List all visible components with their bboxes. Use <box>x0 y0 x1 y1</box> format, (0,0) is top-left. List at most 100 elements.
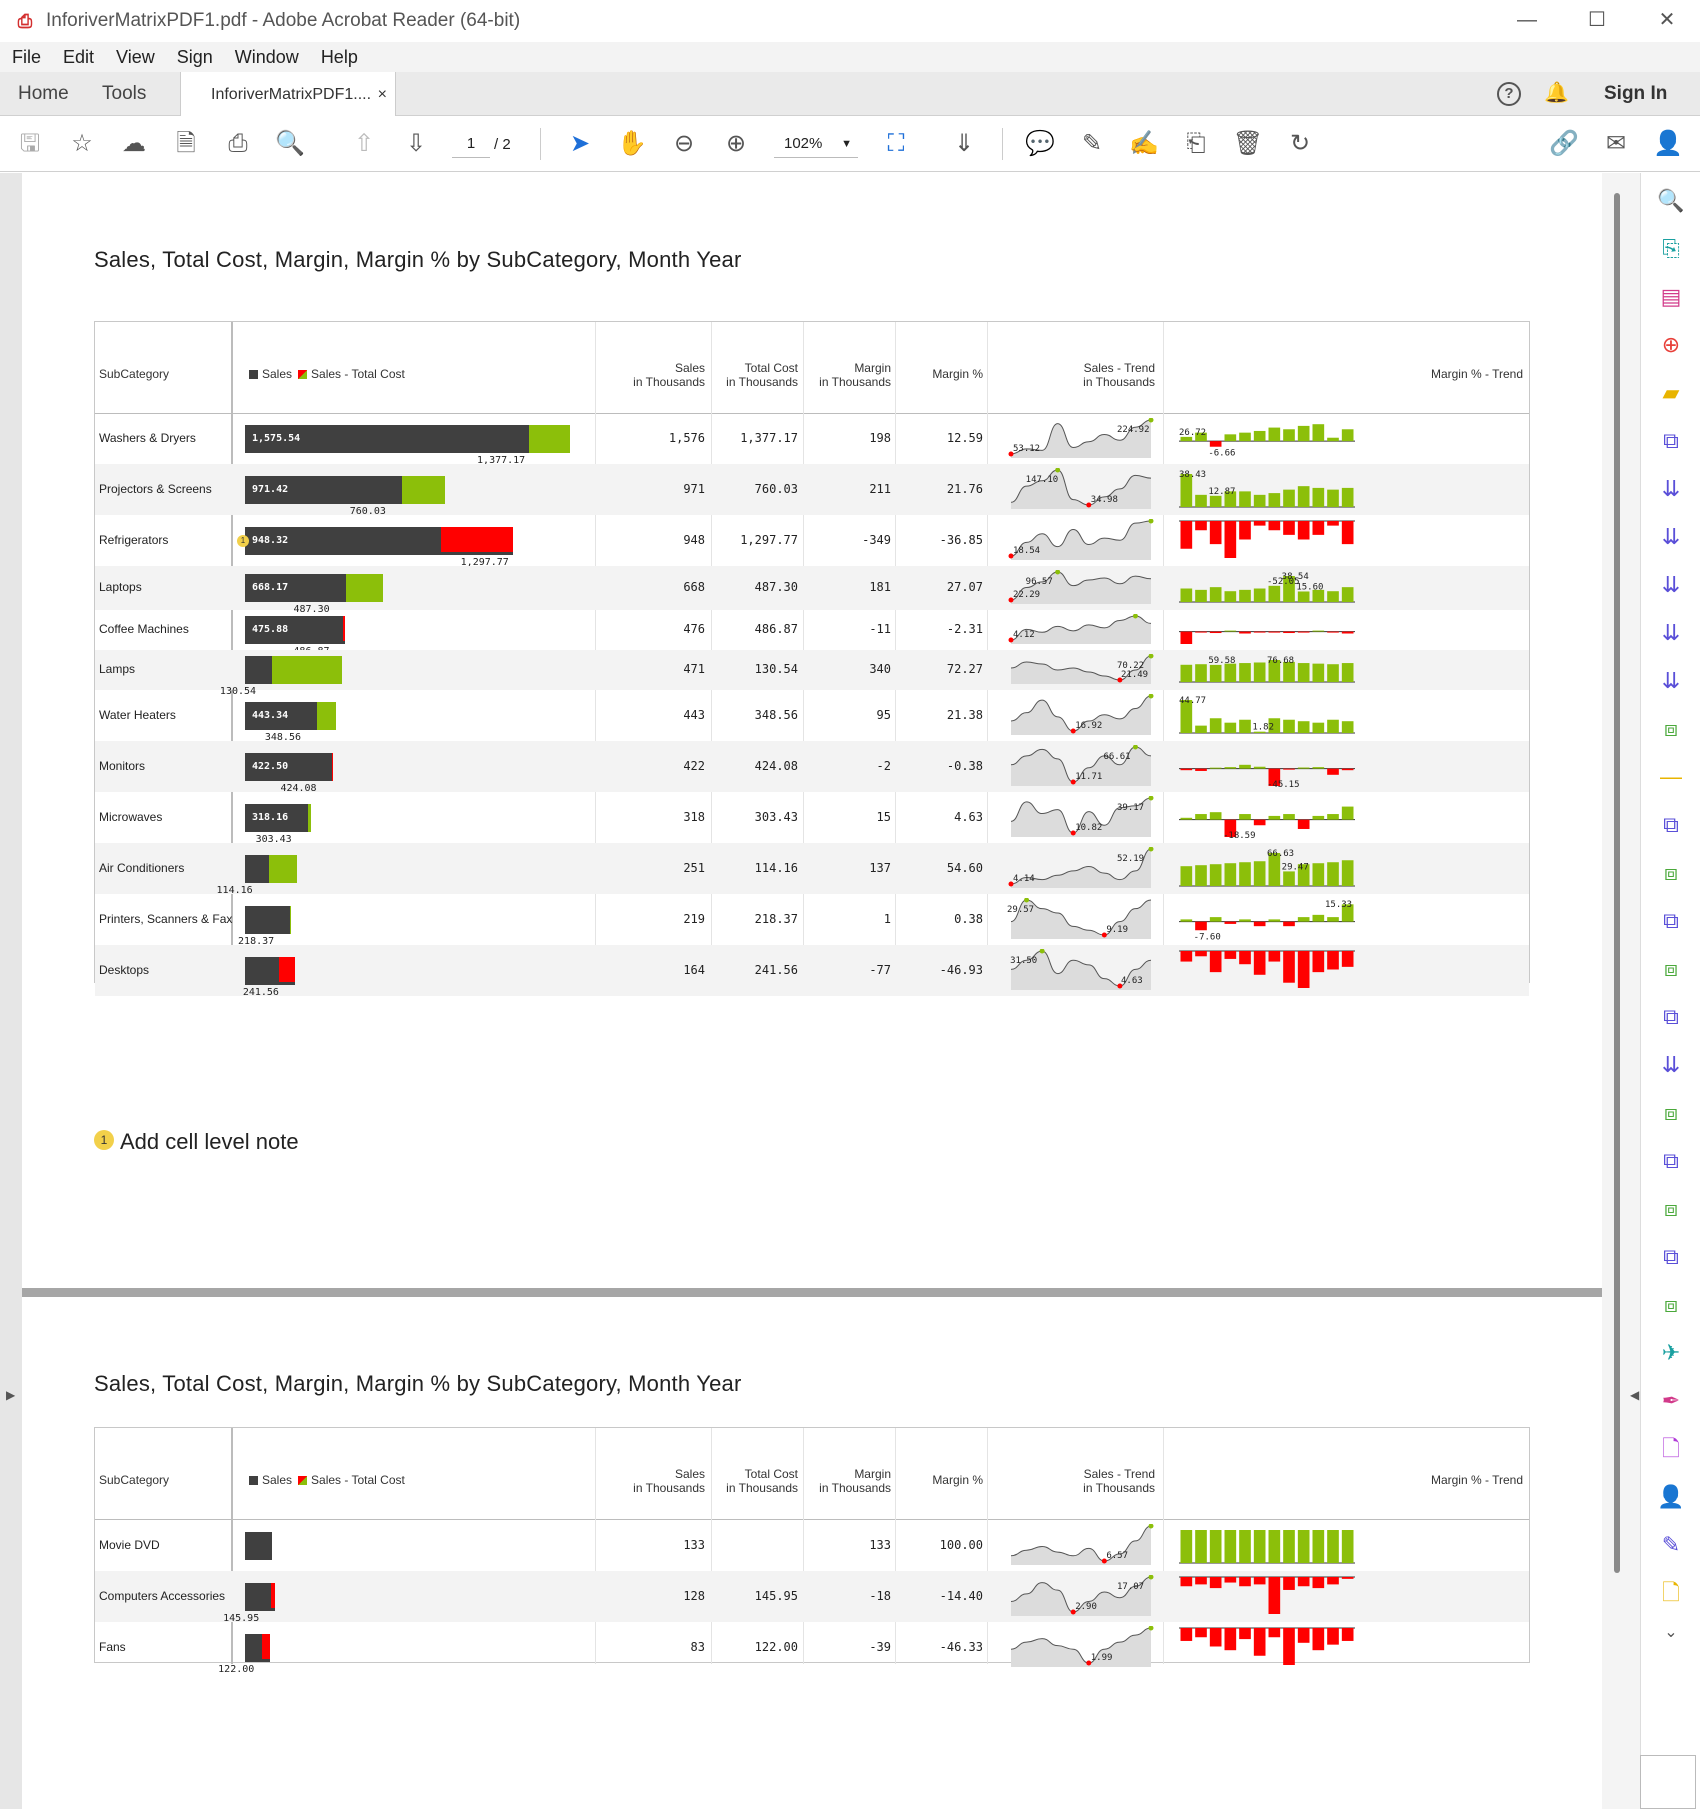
header-margin-line2: in Thousands <box>819 375 891 389</box>
send-for-review-icon[interactable]: ✈ <box>1661 1340 1681 1365</box>
export-pdf-icon[interactable]: ⎘ <box>1662 236 1680 261</box>
header-sales: Sales in Thousands <box>633 1467 705 1495</box>
scrollbar-thumb[interactable] <box>1614 193 1620 1573</box>
margin-trend-bar <box>1209 441 1222 447</box>
scroll-mode-icon[interactable]: ⇓ <box>953 130 975 157</box>
highlight-icon[interactable]: ✎ <box>1081 130 1103 157</box>
total-cost-label: 122.00 <box>218 1663 255 1675</box>
edit-pdf-icon[interactable]: ⧈ <box>1664 1100 1678 1125</box>
margin-value: -39 <box>869 1639 891 1654</box>
total-cost-label: 487.30 <box>293 604 330 615</box>
combine-files-icon[interactable]: ⧉ <box>1663 1148 1679 1173</box>
fit-page-icon[interactable]: ⛶ <box>887 130 905 157</box>
menu-file[interactable]: File <box>12 46 42 67</box>
maximize-button[interactable]: ☐ <box>1588 9 1606 31</box>
hand-tool-icon[interactable]: ✋ <box>617 130 647 157</box>
edit-pdf-icon[interactable]: ⧈ <box>1664 860 1678 885</box>
draw-sign-icon[interactable]: ✍ <box>1129 130 1159 157</box>
zoom-search-icon[interactable]: 🔍 <box>1657 188 1685 213</box>
compress-icon[interactable]: ⇊ <box>1661 524 1681 549</box>
tab-tools[interactable]: Tools <box>102 83 147 104</box>
zoom-in-icon[interactable]: ⊕ <box>725 130 747 157</box>
stamp-icon[interactable]: ⎗ <box>1186 130 1206 157</box>
header-sales: Sales in Thousands <box>633 361 705 389</box>
tab-home[interactable]: Home <box>18 83 69 104</box>
expand-left-panel-icon[interactable]: ▶ <box>6 1388 16 1402</box>
organize-pages-icon[interactable]: ▤ <box>1660 284 1682 309</box>
sign-in-button[interactable]: Sign In <box>1604 83 1668 104</box>
margin-trend-bar <box>1239 521 1251 540</box>
note-marker[interactable]: 1 <box>94 1130 114 1150</box>
combine-files-icon[interactable]: ⧉ <box>1663 428 1679 453</box>
scan-icon[interactable]: 🗋 <box>1662 1580 1680 1605</box>
create-pdf-icon[interactable]: ⊕ <box>1661 332 1681 357</box>
select-cursor-icon[interactable]: ➤ <box>569 130 591 157</box>
compress-icon[interactable]: ⇊ <box>1661 476 1681 501</box>
print-icon[interactable]: ⎙ <box>228 130 248 157</box>
margin-trend-bar <box>1253 766 1266 769</box>
combine-files-icon[interactable]: ⧉ <box>1663 908 1679 933</box>
margin-trend-bar <box>1195 432 1207 442</box>
menu-edit[interactable]: Edit <box>63 46 95 67</box>
minimize-button[interactable]: — <box>1517 9 1537 31</box>
edit-pdf-icon[interactable]: ⧈ <box>1664 956 1678 981</box>
sparkline-line <box>1010 655 1152 681</box>
account-add-icon[interactable]: 👤 <box>1653 130 1683 157</box>
sparkline-min-label: 18.54 <box>1013 546 1040 556</box>
compress-icon[interactable]: ⇊ <box>1661 620 1681 645</box>
email-icon[interactable]: ✉ <box>1605 130 1627 157</box>
tab-close-icon[interactable]: × <box>377 86 387 103</box>
notifications-bell-icon[interactable]: 🔔 <box>1544 82 1569 104</box>
legend-diff-label: Sales - Total Cost <box>311 1473 405 1487</box>
help-icon[interactable]: ? <box>1497 82 1521 106</box>
compress-icon[interactable]: ⇊ <box>1661 668 1681 693</box>
redo-icon[interactable]: ↻ <box>1289 130 1311 157</box>
zoom-out-icon[interactable]: ⊖ <box>673 130 695 157</box>
document-icon[interactable]: 🗋 <box>1662 1436 1680 1461</box>
tab-document[interactable]: InforiverMatrixPDF1.... × <box>180 72 396 117</box>
search-icon[interactable]: 🔍 <box>275 130 305 157</box>
zoom-select[interactable]: 102% ▼ <box>774 132 858 158</box>
chevron-down-icon[interactable]: ⌄ <box>1664 1624 1678 1641</box>
menu-sign[interactable]: Sign <box>176 46 213 67</box>
sparkline-min-point <box>1008 451 1014 457</box>
combine-files-icon[interactable]: ⧉ <box>1663 1004 1679 1029</box>
edit-pdf-icon[interactable]: ⧈ <box>1664 1292 1678 1317</box>
menu-view[interactable]: View <box>116 46 155 67</box>
save-icon[interactable]: 🖫 <box>19 130 41 157</box>
collapse-right-panel-icon[interactable]: ◀ <box>1630 1388 1640 1402</box>
combine-files-icon[interactable]: ⧉ <box>1663 812 1679 837</box>
upload-cloud-icon[interactable]: ☁ <box>122 130 146 157</box>
comment-icon[interactable]: 💬 <box>1025 130 1055 157</box>
sign-pen-icon[interactable]: ✎ <box>1661 1532 1681 1557</box>
toolbar: 🖫 ☆ ☁ 🗎 ⎙ 🔍 ⇧ ⇩ 1 / 2 ➤ ✋ ⊖ ⊕ 102% ▼ ⛶ ⇓ … <box>0 116 1700 172</box>
compress-icon[interactable]: ⇊ <box>1661 572 1681 597</box>
total-cost-line <box>245 551 513 555</box>
highlight-tool-icon[interactable]: — <box>1660 764 1682 789</box>
fill-sign-icon[interactable]: ✒ <box>1661 1388 1681 1413</box>
edit-pdf-icon[interactable]: ⧈ <box>1664 1196 1678 1221</box>
previous-page-icon[interactable]: ⇧ <box>353 130 375 157</box>
close-button[interactable]: ✕ <box>1658 9 1676 31</box>
document-viewport[interactable]: ▶ Sales, Total Cost, Margin, Margin % by… <box>0 173 1640 1809</box>
delete-trash-icon[interactable]: 🗑 <box>1232 130 1264 157</box>
bookmark-star-icon[interactable]: ☆ <box>71 130 93 157</box>
share-link-icon[interactable]: 🔗 <box>1549 130 1579 157</box>
combine-files-icon[interactable]: ⧉ <box>1663 1244 1679 1269</box>
table-row: Water Heaters 348.56 443.34 443 348.56 95 21.3… <box>95 690 1529 743</box>
margin-trend-bar <box>1253 521 1266 526</box>
page-thumbnail[interactable] <box>1640 1755 1696 1809</box>
vertical-scrollbar[interactable]: ◀ <box>1602 173 1640 1809</box>
comment-tool-icon[interactable]: ▰ <box>1662 380 1680 405</box>
cell-note-marker[interactable]: 1 <box>237 534 249 547</box>
request-signature-icon[interactable]: 👤 <box>1657 1484 1685 1509</box>
menu-help[interactable]: Help <box>320 46 358 67</box>
sales-minus-cost-bar <box>345 574 383 602</box>
next-page-icon[interactable]: ⇩ <box>405 130 427 157</box>
compress-icon[interactable]: ⇊ <box>1661 1052 1681 1077</box>
protect-file-icon[interactable]: 🗎 <box>176 130 196 157</box>
menu-window[interactable]: Window <box>234 46 299 67</box>
page-number-input[interactable]: 1 <box>452 132 490 158</box>
sparkline-max-point <box>1039 949 1045 954</box>
edit-pdf-icon[interactable]: ⧈ <box>1664 716 1678 741</box>
